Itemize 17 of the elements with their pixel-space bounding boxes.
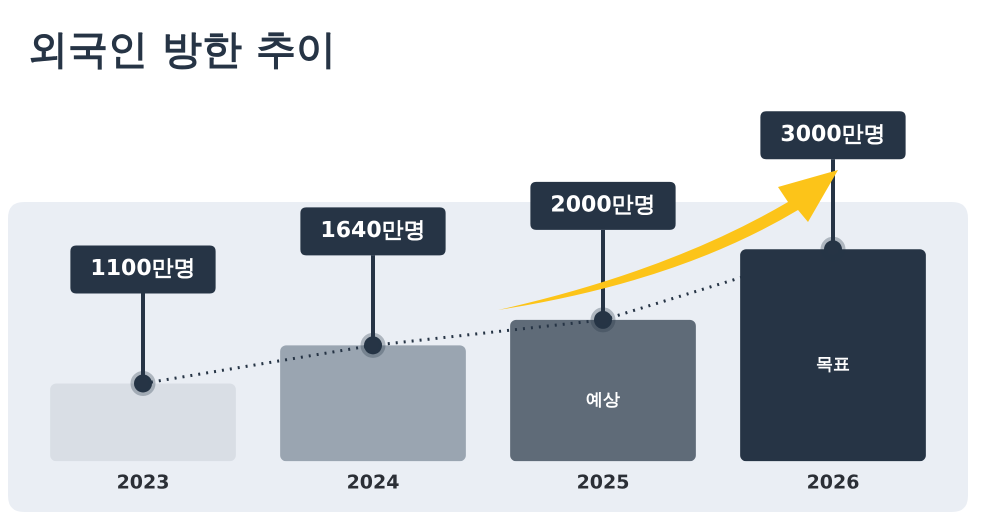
data-label: 1100만명	[90, 256, 196, 282]
annotation: 목표	[816, 354, 850, 375]
x-tick-label: 2025	[576, 472, 630, 494]
data-label: 1640만명	[320, 218, 426, 244]
data-label: 2000만명	[550, 192, 656, 218]
point	[130, 370, 156, 396]
data-label: 3000만명	[780, 122, 886, 147]
point	[360, 332, 386, 358]
x-tick-label: 2023	[116, 472, 170, 494]
point	[590, 307, 616, 332]
bar	[510, 320, 696, 462]
bar	[50, 383, 236, 462]
chart-title: 외국인 방한 추이	[27, 26, 337, 75]
x-tick-label: 2026	[806, 472, 860, 494]
annotation: 예상	[586, 390, 620, 410]
x-tick-label: 2024	[346, 472, 400, 494]
bar	[280, 345, 466, 462]
